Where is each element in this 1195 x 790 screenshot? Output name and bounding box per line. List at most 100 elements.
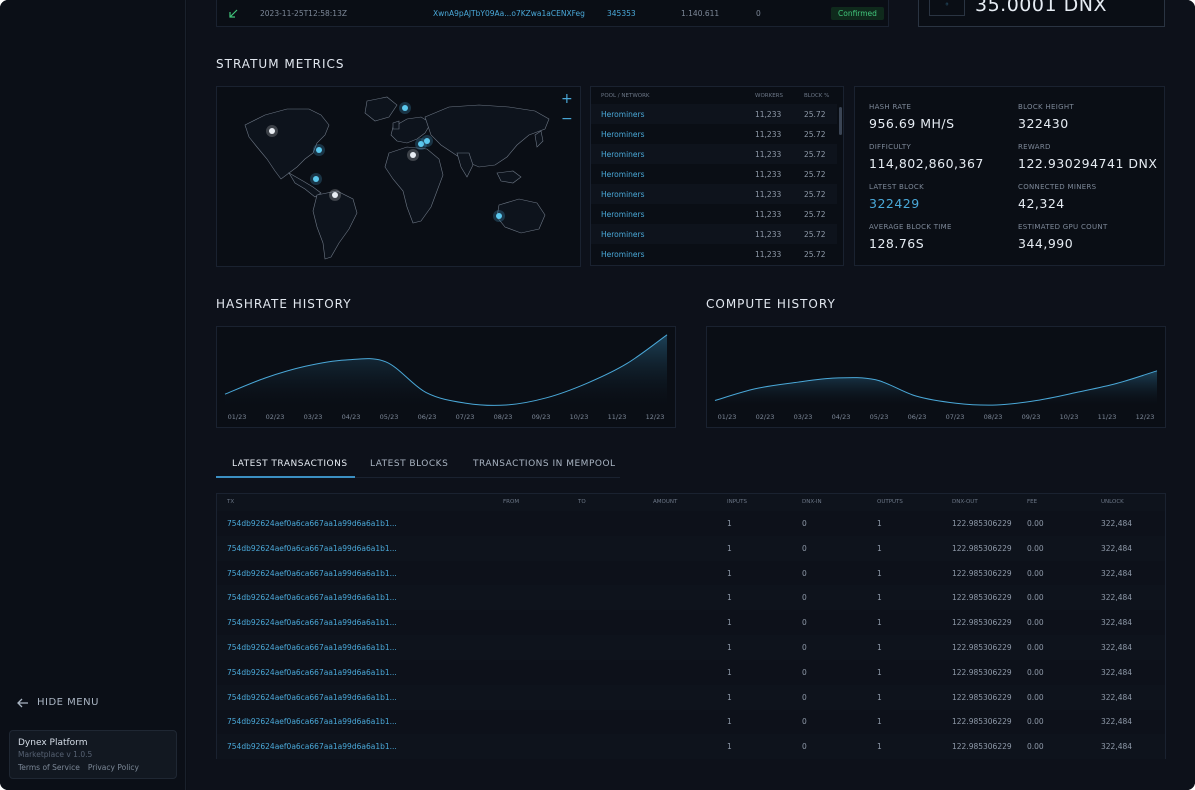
hashrate-chart: 01/23 02/23 03/23 04/23 05/23 06/23 07/23 08/23…: [216, 326, 676, 428]
tx-dnx-in: 0: [802, 667, 807, 677]
table-row[interactable]: 754db92624aef0a6ca667aa1a99d6a6a1b1... 1 0…: [217, 660, 1165, 685]
terms-link[interactable]: Terms of Service: [18, 763, 80, 772]
tx-fee: 0.00: [1027, 667, 1044, 677]
tx-hash-link[interactable]: 754db92624aef0a6ca667aa1a99d6a6a1b1...: [227, 519, 397, 528]
table-row[interactable]: 754db92624aef0a6ca667aa1a99d6a6a1b1... 1 0…: [217, 585, 1165, 611]
tx-dnx-out: 122.985306229: [952, 618, 1012, 628]
pool-row[interactable]: Herominers 11,233 25.72: [591, 124, 837, 144]
tx-inputs: 1: [727, 717, 732, 727]
tx-dnx-in: 0: [802, 593, 807, 603]
table-row[interactable]: 754db92624aef0a6ca667aa1a99d6a6a1b1... 1 0…: [217, 684, 1165, 710]
pool-row[interactable]: Herominers 11,233 25.72: [591, 204, 837, 224]
tx-hash-link[interactable]: 754db92624aef0a6ca667aa1a99d6a6a1b1...: [227, 543, 397, 553]
tx-outputs: 1: [877, 742, 882, 752]
compute-chart-svg: 01/23 02/23 03/23 04/23 05/23 06/23 07/23 08/23…: [714, 370, 1158, 421]
tab-mempool[interactable]: TRANSACTIONS IN MEMPOOL: [473, 459, 616, 469]
table-row[interactable]: 754db92624aef0a6ca667aa1a99d6a6a1b1... 1 0…: [217, 635, 1165, 660]
hashrate-title: HASHRATE HISTORY: [216, 297, 352, 311]
tx-hash-link[interactable]: 754db92624aef0a6ca667aa1a99d6a6a1b1...: [227, 643, 397, 652]
tx-hash-link[interactable]: 754db92624aef0a6ca667aa1a99d6a6a1b1...: [227, 618, 397, 628]
metric-hash-rate: HASH RATE 956.69 MH/S: [869, 103, 955, 131]
series-area: [225, 334, 667, 406]
tx-outputs: 1: [877, 593, 882, 603]
tx-unlock: 322,484: [1101, 742, 1133, 752]
world-map[interactable]: + −: [216, 86, 581, 267]
pool-name-link[interactable]: Herominers: [601, 250, 645, 259]
pool-row[interactable]: Herominers 11,233 25.72: [591, 224, 837, 244]
table-row[interactable]: 754db92624aef0a6ca667aa1a99d6a6a1b1... 1 0…: [217, 561, 1165, 586]
metric-latest-block: LATEST BLOCK 322429: [869, 183, 924, 211]
tx-fee: 0.00: [1027, 543, 1044, 553]
tx-hash-link[interactable]: 754db92624aef0a6ca667aa1a99d6a6a1b1...: [227, 667, 397, 677]
zoom-in-button[interactable]: +: [561, 91, 573, 107]
compute-title: COMPUTE HISTORY: [706, 297, 836, 311]
pool-row[interactable]: Herominers 11,233 25.72: [591, 184, 837, 204]
col-fee: FEE: [1027, 499, 1038, 505]
tx-unlock: 322,484: [1101, 692, 1133, 702]
tx-outputs: 1: [877, 543, 882, 553]
pool-block-pct: 25.72: [804, 110, 826, 119]
pool-name-link[interactable]: Herominers: [601, 210, 645, 219]
pool-workers: 11,233: [755, 230, 782, 239]
tx-inputs: 1: [727, 692, 732, 702]
table-row[interactable]: 754db92624aef0a6ca667aa1a99d6a6a1b1... 1 0…: [217, 535, 1165, 561]
pool-name-link[interactable]: Herominers: [601, 130, 645, 139]
table-row[interactable]: 754db92624aef0a6ca667aa1a99d6a6a1b1... 1 0…: [217, 734, 1165, 760]
tx-hash-link[interactable]: XwnA9pAJTbY09Aa...o7KZwa1aCENXFeg: [433, 9, 585, 18]
tx-hash-link[interactable]: 754db92624aef0a6ca667aa1a99d6a6a1b1...: [227, 742, 397, 752]
platform-info: Dynex Platform Marketplace v 1.0.5 Terms…: [9, 730, 177, 779]
series-line: [714, 370, 1158, 406]
pool-workers: 11,233: [755, 210, 782, 219]
tx-count: 0: [756, 9, 761, 18]
table-row[interactable]: 754db92624aef0a6ca667aa1a99d6a6a1b1... 1 0…: [217, 709, 1165, 734]
privacy-link[interactable]: Privacy Policy: [87, 763, 139, 772]
table-row[interactable]: 754db92624aef0a6ca667aa1a99d6a6a1b1... 1 0…: [217, 511, 1165, 536]
arrow-down-left-icon: [229, 9, 238, 18]
latest-block-link[interactable]: 322429: [869, 196, 920, 211]
hide-menu-button[interactable]: HIDE MENU: [17, 697, 99, 708]
tab-latest-transactions[interactable]: LATEST TRANSACTIONS: [216, 459, 355, 478]
platform-version: Marketplace v 1.0.5: [18, 750, 93, 759]
tx-fee: 0.00: [1027, 568, 1044, 578]
tx-hash-link[interactable]: 754db92624aef0a6ca667aa1a99d6a6a1b1...: [227, 717, 397, 727]
tx-unlock: 322,484: [1101, 593, 1133, 603]
x-tick-label: 08/23: [984, 413, 1003, 421]
col-dnx-out: DNX-OUT: [952, 499, 978, 505]
zoom-out-button[interactable]: −: [561, 111, 573, 127]
tx-unlock: 322,484: [1101, 543, 1133, 553]
pool-row[interactable]: Herominers 11,233 25.72: [591, 104, 837, 124]
tx-hash-link[interactable]: 754db92624aef0a6ca667aa1a99d6a6a1b1...: [227, 692, 397, 702]
tx-block-link[interactable]: 345353: [607, 9, 636, 18]
metric-block-height: BLOCK HEIGHT 322430: [1018, 103, 1074, 131]
pool-name-link[interactable]: Herominers: [601, 170, 645, 179]
pool-name-link[interactable]: Herominers: [601, 110, 645, 119]
x-tick-label: 02/23: [266, 413, 285, 421]
col-amount: AMOUNT: [653, 499, 678, 505]
x-tick-label: 08/23: [494, 413, 513, 421]
x-tick-label: 04/23: [832, 413, 851, 421]
tab-latest-blocks[interactable]: LATEST BLOCKS: [370, 459, 449, 469]
pool-row[interactable]: Herominers 11,233 25.72: [591, 164, 837, 184]
pool-name-link[interactable]: Herominers: [601, 190, 645, 199]
table-row[interactable]: 754db92624aef0a6ca667aa1a99d6a6a1b1... 1 0…: [217, 610, 1165, 635]
tx-fee: 0.00: [1027, 519, 1044, 528]
tx-unlock: 322,484: [1101, 717, 1133, 727]
tx-hash-link[interactable]: 754db92624aef0a6ca667aa1a99d6a6a1b1...: [227, 568, 397, 578]
tx-dnx-out: 122.985306229: [952, 692, 1012, 702]
recent-tx-row[interactable]: 2023-11-25T12:58:13Z XwnA9pAJTbY09Aa...o…: [216, 0, 889, 27]
pool-row[interactable]: Herominers 11,233 25.72: [591, 244, 837, 264]
x-tick-label: 07/23: [456, 413, 475, 421]
transactions-table: TX FROM TO AMOUNT INPUTS DNX-IN OUTPUTS …: [216, 493, 1166, 760]
scrollbar-thumb[interactable]: [839, 107, 842, 135]
tx-dnx-in: 0: [802, 643, 807, 652]
pool-name-link[interactable]: Herominers: [601, 230, 645, 239]
pool-row[interactable]: Herominers 11,233 25.72: [591, 144, 837, 164]
tx-hash-link[interactable]: 754db92624aef0a6ca667aa1a99d6a6a1b1...: [227, 593, 397, 603]
x-tick-label: 09/23: [1022, 413, 1041, 421]
tx-time: 2023-11-25T12:58:13Z: [260, 9, 347, 18]
tx-unlock: 322,484: [1101, 618, 1133, 628]
tx-dnx-in: 0: [802, 692, 807, 702]
tx-inputs: 1: [727, 618, 732, 628]
pool-name-link[interactable]: Herominers: [601, 150, 645, 159]
